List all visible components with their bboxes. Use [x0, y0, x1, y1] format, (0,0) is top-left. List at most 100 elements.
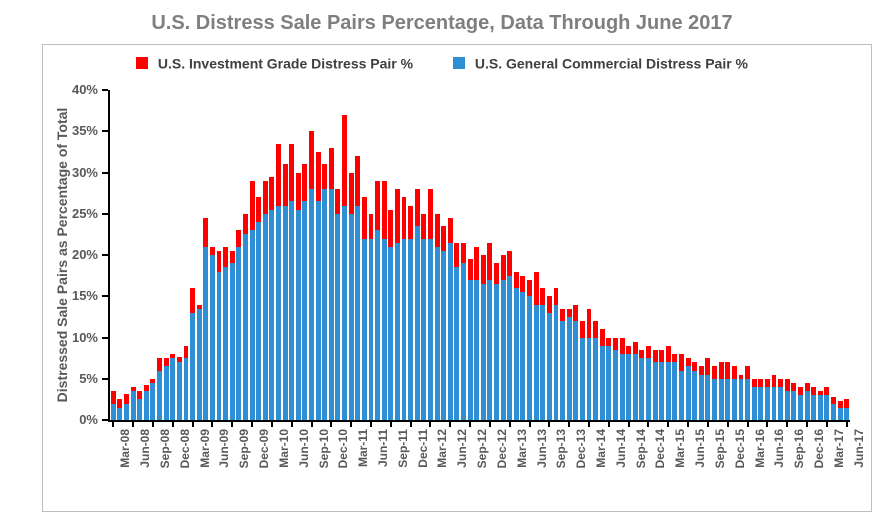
bar: [653, 350, 658, 420]
x-tick-mark: [469, 422, 471, 427]
x-tick-label: Jun-14: [614, 429, 628, 523]
bar: [388, 210, 393, 420]
bar-segment-commercial: [659, 362, 664, 420]
bar-segment-investment: [217, 251, 222, 272]
bar: [468, 259, 473, 420]
bar-segment-commercial: [223, 267, 228, 420]
bar-segment-investment: [540, 288, 545, 305]
bar: [752, 379, 757, 420]
bar-segment-commercial: [150, 383, 155, 420]
bar-segment-commercial: [805, 391, 810, 420]
bar-segment-investment: [686, 358, 691, 366]
bar: [316, 152, 321, 420]
bar-segment-investment: [487, 243, 492, 280]
x-tick-mark: [588, 422, 590, 427]
bar-segment-commercial: [811, 395, 816, 420]
bar-segment-investment: [831, 397, 836, 404]
x-tick-mark: [707, 422, 709, 427]
bar-segment-commercial: [514, 288, 519, 420]
bar-segment-commercial: [289, 201, 294, 420]
bar-segment-commercial: [580, 338, 585, 421]
x-tick-mark: [291, 422, 293, 427]
bar-segment-investment: [633, 342, 638, 354]
x-tick-label: Mar-11: [356, 429, 370, 523]
x-axis-line: [108, 420, 850, 422]
x-tick-mark: [152, 422, 154, 427]
bar: [587, 309, 592, 420]
bar-segment-investment: [481, 255, 486, 284]
x-tick-label: Jun-12: [455, 429, 469, 523]
bar-segment-investment: [818, 391, 823, 395]
x-tick-mark: [766, 422, 768, 427]
bar: [811, 387, 816, 420]
bar: [778, 379, 783, 420]
x-tick-label: Dec-11: [416, 429, 430, 523]
bar-segment-investment: [329, 148, 334, 189]
bar-segment-commercial: [593, 338, 598, 421]
bar: [349, 173, 354, 421]
bar-segment-investment: [501, 255, 506, 280]
bar-segment-commercial: [739, 379, 744, 420]
bar: [263, 181, 268, 420]
x-tick-mark: [608, 422, 610, 427]
bar: [217, 251, 222, 420]
bar-segment-investment: [600, 329, 605, 346]
bar: [428, 189, 433, 420]
bar: [375, 181, 380, 420]
bar: [124, 394, 129, 420]
bar-segment-investment: [844, 399, 849, 407]
x-tick-label: Mar-17: [832, 429, 846, 523]
x-tick-mark: [429, 422, 431, 427]
x-tick-mark: [806, 422, 808, 427]
bar-segment-commercial: [349, 214, 354, 420]
bar-segment-commercial: [448, 243, 453, 420]
bar-segment-commercial: [111, 404, 116, 421]
bar-segment-commercial: [256, 222, 261, 420]
x-tick-label: Jun-08: [138, 429, 152, 523]
bar-segment-commercial: [157, 371, 162, 421]
bar-segment-commercial: [534, 305, 539, 421]
bar-segment-commercial: [309, 189, 314, 420]
x-tick-mark: [271, 422, 273, 427]
x-tick-label: Mar-15: [673, 429, 687, 523]
bar: [164, 358, 169, 420]
bar-segment-commercial: [626, 354, 631, 420]
bar: [190, 288, 195, 420]
bar-segment-commercial: [547, 313, 552, 420]
bar-segment-investment: [203, 218, 208, 247]
x-tick-mark: [529, 422, 531, 427]
bar: [679, 354, 684, 420]
bar-segment-investment: [322, 164, 327, 189]
bar-segment-commercial: [732, 379, 737, 420]
bar-segment-commercial: [454, 267, 459, 420]
bar-segment-investment: [283, 164, 288, 205]
x-tick-label: Jun-17: [852, 429, 866, 523]
bar-segment-investment: [507, 251, 512, 276]
bar-segment-commercial: [560, 321, 565, 420]
x-tick-label: Sep-09: [237, 429, 251, 523]
bar: [501, 255, 506, 420]
bar-segment-investment: [369, 214, 374, 239]
x-tick-label: Mar-13: [515, 429, 529, 523]
x-tick-label: Sep-13: [554, 429, 568, 523]
bar: [322, 164, 327, 420]
bar: [283, 164, 288, 420]
bar-segment-commercial: [507, 276, 512, 420]
bar: [758, 379, 763, 420]
bar: [402, 197, 407, 420]
bar-segment-investment: [250, 181, 255, 231]
bar: [547, 296, 552, 420]
bar-segment-commercial: [230, 263, 235, 420]
x-tick-mark: [251, 422, 253, 427]
bar: [580, 321, 585, 420]
bar-segment-commercial: [276, 206, 281, 421]
bar-segment-investment: [223, 247, 228, 268]
x-tick-label: Mar-10: [277, 429, 291, 523]
bar-segment-investment: [309, 131, 314, 189]
bar-segment-investment: [276, 144, 281, 206]
bar-segment-investment: [177, 357, 182, 362]
x-tick-mark: [449, 422, 451, 427]
y-tick-mark: [102, 337, 108, 339]
bar: [421, 214, 426, 420]
bar: [593, 321, 598, 420]
